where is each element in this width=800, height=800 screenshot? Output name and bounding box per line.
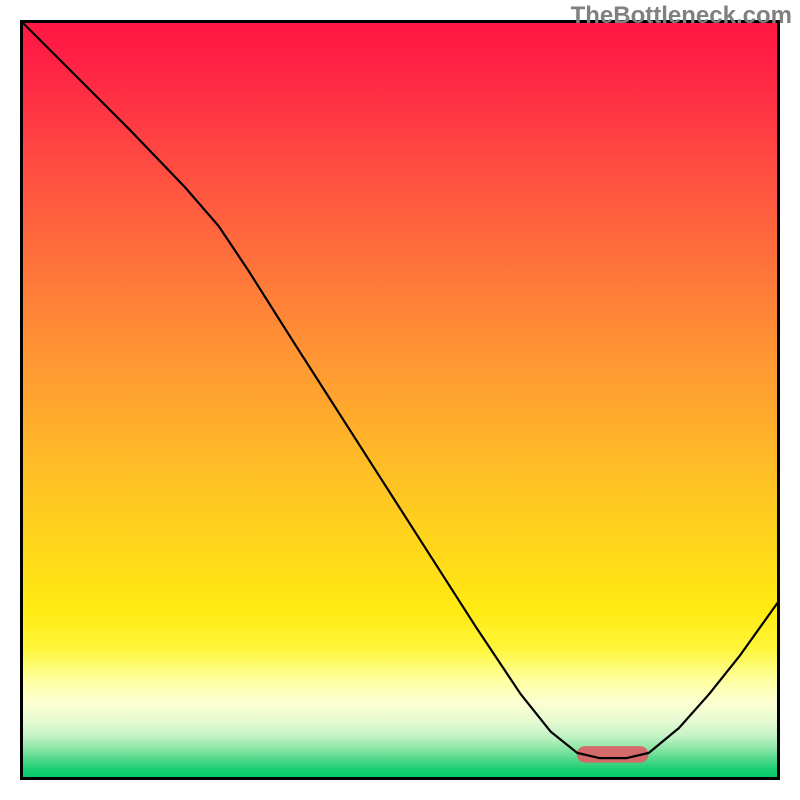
watermark-text: TheBottleneck.com: [571, 2, 792, 30]
chart-curve-line: [23, 23, 777, 758]
plot-area: [20, 20, 780, 780]
chart-figure: TheBottleneck.com: [0, 0, 800, 800]
chart-overlay: [23, 23, 777, 777]
